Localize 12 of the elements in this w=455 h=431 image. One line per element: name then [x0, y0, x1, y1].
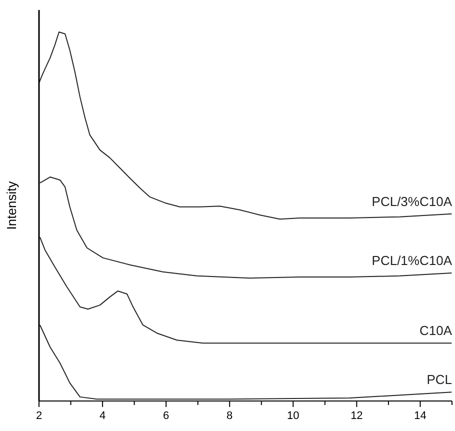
x-tick-label: 12: [350, 410, 363, 422]
x-tick-label: 14: [414, 410, 426, 422]
x-tick-label: 10: [287, 410, 300, 422]
x-tick-label: 8: [226, 410, 233, 422]
y-axis-title: Intensity: [4, 180, 19, 230]
series-label: PCL/1%C10A: [372, 252, 452, 268]
x-tick-label: 6: [163, 410, 170, 422]
series-label: PCL/3%C10A: [372, 194, 452, 209]
x-tick-label: 4: [99, 410, 106, 422]
x-tick-label: 2: [36, 410, 42, 422]
series-label: C10A: [419, 323, 452, 338]
series-label: PCL: [426, 372, 452, 388]
